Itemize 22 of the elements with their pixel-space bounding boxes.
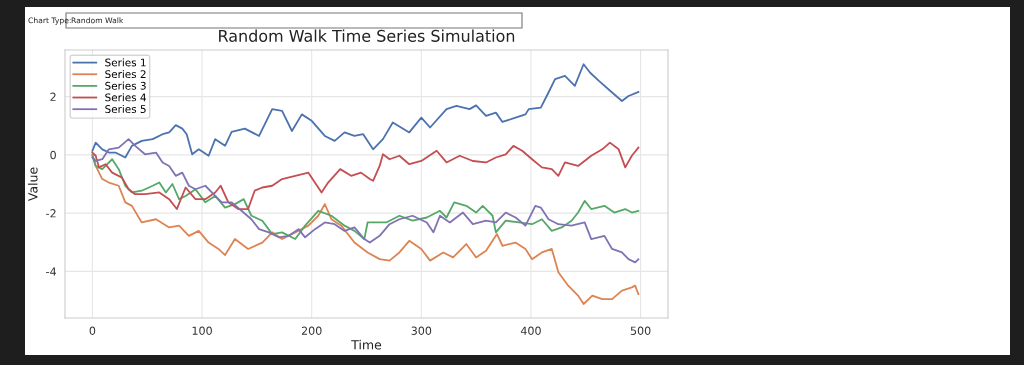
x-tick-label: 500 <box>630 326 651 335</box>
x-tick-label: 100 <box>192 326 212 335</box>
x-tick-label: 200 <box>301 326 322 335</box>
chart-title: Random Walk Time Series Simulation <box>219 29 515 42</box>
y-tick-label: 2 <box>50 92 56 101</box>
x-axis-title: Time <box>351 339 382 350</box>
line-series <box>91 138 640 264</box>
legend-label: Series 5 <box>105 104 146 113</box>
line-series <box>91 153 640 305</box>
x-tick-label: 300 <box>411 326 432 335</box>
y-tick-label: -4 <box>46 267 57 276</box>
y-axis-title: Value <box>27 167 38 202</box>
legend-label: Series 4 <box>105 93 146 102</box>
y-tick-label: -2 <box>46 209 56 218</box>
line-series <box>91 141 640 210</box>
line-series <box>91 154 640 240</box>
x-tick-label: 400 <box>520 326 541 335</box>
y-tick-label: 0 <box>50 150 56 160</box>
legend-label: Series 1 <box>105 58 146 67</box>
x-tick-label: 0 <box>89 326 96 335</box>
legend-label: Series 2 <box>105 69 146 79</box>
legend-label: Series 3 <box>105 81 146 90</box>
